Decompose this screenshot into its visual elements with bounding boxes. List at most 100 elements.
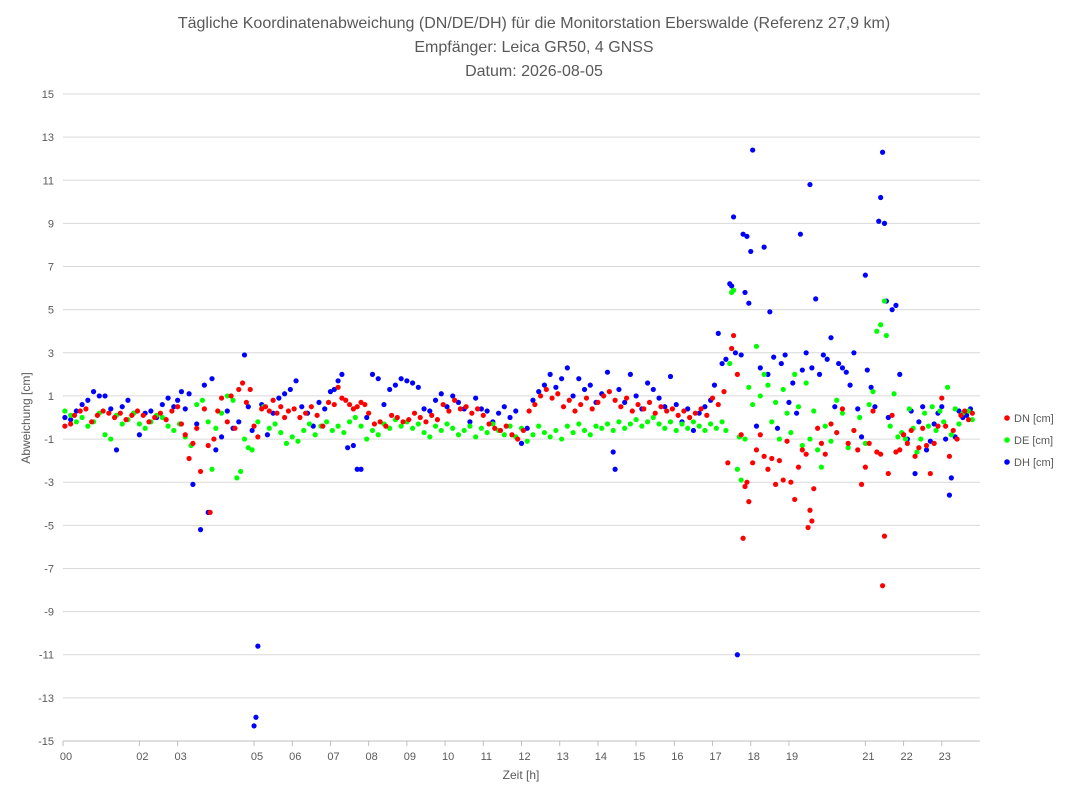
data-point [845, 445, 851, 451]
data-point [79, 401, 85, 408]
y-tick-label: 11 [43, 175, 54, 187]
data-point [641, 406, 647, 412]
legend-label: DE [cm] [1014, 435, 1053, 447]
x-tick-label: 18 [748, 751, 760, 763]
series-points [62, 147, 975, 729]
data-point [855, 406, 861, 412]
data-point [478, 406, 484, 412]
data-point [719, 419, 725, 425]
data-point [283, 440, 290, 446]
y-tick-label: 15 [42, 89, 54, 101]
data-point [790, 380, 796, 386]
data-point [730, 214, 737, 220]
data-point [839, 365, 846, 371]
data-point [727, 360, 733, 367]
data-point [855, 447, 861, 453]
data-point [690, 427, 697, 434]
data-point [876, 218, 882, 224]
data-point [549, 395, 555, 401]
data-point [538, 393, 544, 399]
data-point [897, 371, 903, 377]
data-point [201, 382, 207, 388]
data-point [618, 404, 624, 410]
data-point [920, 404, 926, 410]
data-point [944, 384, 951, 390]
data-point [923, 442, 930, 449]
data-point [358, 399, 364, 406]
data-point [858, 434, 865, 440]
data-point [629, 408, 635, 414]
data-point [83, 406, 89, 412]
data-point [813, 296, 819, 302]
x-axis-ticks: 00 02 03 05 06 07 08 09 10 11 12 13 14 15 16 17 18 19 21 22… [60, 741, 951, 763]
data-point [593, 423, 599, 429]
data-point [369, 427, 376, 434]
data-point [377, 419, 383, 425]
data-point [874, 328, 880, 334]
data-point [266, 425, 272, 431]
data-point [415, 384, 421, 390]
data-point [946, 492, 953, 498]
data-point [900, 432, 907, 438]
data-point [948, 475, 954, 481]
data-point [467, 423, 473, 429]
data-point [918, 436, 924, 442]
data-point [117, 410, 123, 416]
data-point [753, 343, 760, 349]
data-point [943, 423, 949, 429]
data-point [757, 432, 763, 438]
data-point [851, 350, 857, 356]
data-point [904, 440, 911, 446]
data-point [490, 421, 496, 427]
data-point [750, 147, 756, 153]
data-point [218, 395, 225, 401]
data-point [874, 449, 880, 455]
data-point [729, 283, 735, 289]
data-point [444, 404, 450, 410]
data-point [387, 386, 393, 393]
x-tick-label: 22 [900, 751, 912, 763]
data-point [331, 386, 337, 393]
data-point [939, 404, 945, 410]
data-point [912, 470, 918, 477]
data-point [797, 231, 804, 237]
data-point [776, 436, 783, 442]
data-point [742, 436, 748, 442]
data-point [866, 401, 872, 408]
chart-title-line-3: Datum: 2026-08-05 [465, 63, 603, 80]
data-point [209, 466, 215, 472]
data-point [560, 404, 567, 410]
data-point [792, 496, 798, 503]
data-point [809, 365, 815, 371]
data-point [839, 410, 846, 416]
data-point [673, 401, 679, 408]
chart-title: Tägliche Koordinatenabweichung (DN/DE/DH… [178, 15, 890, 80]
data-point [667, 373, 674, 380]
data-point [721, 389, 727, 395]
data-point [730, 332, 737, 339]
data-point [740, 535, 746, 541]
data-point [843, 369, 849, 375]
data-point [207, 509, 213, 515]
data-point [178, 421, 185, 427]
data-point [870, 408, 876, 414]
data-point [411, 410, 418, 416]
data-point [929, 404, 935, 410]
data-point [312, 432, 318, 438]
data-point [524, 438, 530, 444]
data-point [656, 395, 662, 401]
data-point [581, 386, 588, 393]
data-point [559, 436, 565, 442]
data-point [299, 404, 305, 410]
data-point [438, 391, 444, 397]
data-point [757, 365, 763, 371]
data-point [858, 481, 865, 487]
data-point [828, 438, 834, 444]
data-point [346, 401, 353, 408]
data-point [883, 332, 889, 339]
data-point [772, 399, 779, 406]
data-point [320, 423, 326, 429]
data-point [715, 330, 721, 336]
data-point [194, 425, 200, 431]
data-point [652, 410, 658, 416]
